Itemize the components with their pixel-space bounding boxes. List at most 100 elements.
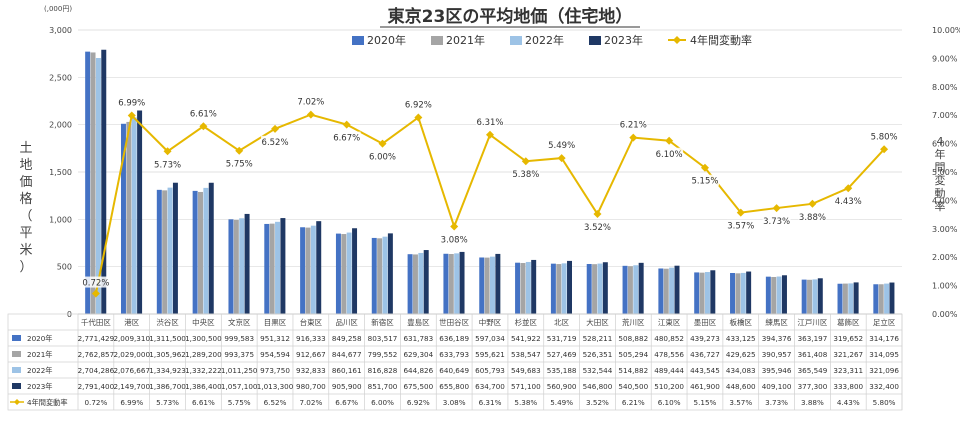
bar-2023年-目黒区 bbox=[280, 218, 286, 314]
table-cell: 434,083 bbox=[726, 366, 756, 375]
y-tick-label: 1,000 bbox=[49, 215, 72, 224]
legend-label: 4年間変動率 bbox=[690, 33, 752, 47]
bar-2023年-墨田区 bbox=[710, 270, 716, 314]
table-cell: 636,189 bbox=[439, 334, 469, 343]
table-row-swatch bbox=[12, 383, 21, 389]
change-rate-marker bbox=[521, 157, 530, 166]
table-row-name: 4年間変動率 bbox=[27, 398, 68, 407]
table-cell: 5.49% bbox=[550, 398, 573, 407]
table-cell: 514,882 bbox=[618, 366, 648, 375]
change-rate-label-bg bbox=[368, 150, 397, 162]
legend-swatch bbox=[352, 36, 364, 45]
category-label: 中央区 bbox=[192, 317, 215, 327]
bar-2023年-港区 bbox=[137, 110, 143, 315]
category-label: 北区 bbox=[554, 318, 569, 327]
y2-tick-label: 5.00% bbox=[932, 168, 958, 177]
bar-2023年-大田区 bbox=[602, 262, 608, 314]
table-cell: 644,826 bbox=[403, 366, 433, 375]
table-cell: 3.57% bbox=[729, 398, 752, 407]
bar-2020年-葛飾区 bbox=[837, 283, 843, 314]
legend-label: 2020年 bbox=[367, 33, 406, 47]
table-row-name: 2021年 bbox=[27, 350, 52, 359]
y-axis-label: 土地価格（平米） bbox=[19, 141, 32, 275]
bar-2021年-葛飾区 bbox=[842, 283, 848, 314]
category-label: 世田谷区 bbox=[439, 317, 469, 327]
bar-2023年-足立区 bbox=[889, 282, 895, 314]
change-rate-marker bbox=[844, 184, 853, 193]
table-cell: 860,161 bbox=[332, 366, 362, 375]
bar-2020年-足立区 bbox=[873, 284, 879, 314]
table-cell: 377,300 bbox=[798, 382, 828, 391]
table-cell: 3.73% bbox=[765, 398, 788, 407]
change-rate-marker bbox=[378, 139, 387, 148]
y-tick-label: 500 bbox=[57, 263, 72, 272]
category-label: 荒川区 bbox=[622, 317, 645, 327]
table-cell: 538,547 bbox=[511, 350, 541, 359]
change-rate-marker bbox=[271, 124, 280, 133]
table-cell: 5.15% bbox=[694, 398, 717, 407]
change-rate-label-bg bbox=[117, 96, 146, 108]
legend-swatch bbox=[510, 36, 522, 45]
bar-2021年-北区 bbox=[556, 264, 562, 314]
table-cell: 6.92% bbox=[407, 398, 430, 407]
change-rate-marker bbox=[736, 208, 745, 217]
bar-2020年-文京区 bbox=[228, 219, 234, 314]
table-cell: 395,946 bbox=[762, 366, 792, 375]
bar-2020年-練馬区 bbox=[765, 276, 771, 314]
table-cell: 394,376 bbox=[762, 334, 792, 343]
bar-2021年-江東区 bbox=[663, 268, 669, 314]
change-rate-label: 5.38% bbox=[512, 170, 539, 180]
change-rate-marker bbox=[486, 130, 494, 139]
bar-2023年-練馬区 bbox=[781, 275, 787, 314]
change-rate-label: 6.00% bbox=[369, 153, 396, 163]
table-cell: 799,552 bbox=[368, 350, 398, 359]
change-rate-label-bg bbox=[153, 158, 182, 170]
change-rate-label: 0.72% bbox=[82, 279, 109, 289]
bar-2020年-荒川区 bbox=[622, 265, 628, 314]
table-cell: 2,704,286 bbox=[78, 366, 115, 375]
table-cell: 5.80% bbox=[873, 398, 896, 407]
bar-2021年-目黒区 bbox=[269, 223, 275, 314]
bar-2021年-台東区 bbox=[305, 227, 311, 314]
change-rate-label-bg bbox=[583, 221, 612, 233]
category-label: 江戸川区 bbox=[797, 318, 827, 327]
table-cell: 478,556 bbox=[654, 350, 684, 359]
category-label: 墨田区 bbox=[694, 318, 717, 327]
change-rate-label-bg bbox=[296, 95, 325, 107]
category-label: 文京区 bbox=[228, 317, 251, 327]
bar-2020年-中野区 bbox=[479, 257, 485, 314]
bar-2020年-北区 bbox=[550, 263, 556, 314]
bar-2020年-世田谷区 bbox=[443, 253, 449, 314]
bar-2020年-杉並区 bbox=[515, 262, 521, 314]
category-label: 板橋区 bbox=[730, 317, 753, 327]
table-cell: 905,900 bbox=[332, 382, 362, 391]
bar-2022年-目黒区 bbox=[275, 221, 281, 314]
bar-2020年-江東区 bbox=[658, 268, 664, 314]
change-rate-label-bg bbox=[547, 139, 576, 151]
category-label: 目黒区 bbox=[264, 318, 287, 327]
bar-2022年-練馬区 bbox=[776, 276, 782, 314]
y-axis-unit: (,000円) bbox=[44, 5, 72, 13]
table-row-swatch-marker bbox=[14, 399, 20, 405]
change-rate-marker bbox=[629, 133, 638, 142]
change-rate-marker bbox=[665, 136, 674, 145]
table-cell: 844,677 bbox=[332, 350, 362, 359]
bar-2023年-江東区 bbox=[674, 265, 680, 314]
category-label: 練馬区 bbox=[765, 317, 788, 327]
category-label: 足立区 bbox=[873, 317, 896, 327]
bar-2022年-港区 bbox=[131, 117, 137, 314]
table-cell: 999,583 bbox=[224, 334, 254, 343]
table-cell: 2,771,429 bbox=[78, 334, 115, 343]
table-cell: 361,408 bbox=[798, 350, 828, 359]
axes-layer: 0 500 1,000 1,500 2,000 2,500 3,000 0.00% 1.00% 2… bbox=[19, 26, 960, 319]
change-rate-marker bbox=[91, 289, 100, 298]
bar-2021年-中央区 bbox=[198, 191, 203, 314]
change-rate-label: 6.92% bbox=[405, 100, 432, 110]
change-rate-label-bg bbox=[655, 147, 684, 159]
bar-2022年-品川区 bbox=[346, 232, 352, 314]
change-rate-label-bg bbox=[261, 135, 290, 147]
change-rate-label-bg bbox=[404, 98, 433, 110]
change-rate-label-bg bbox=[798, 210, 827, 222]
bar-2020年-品川区 bbox=[335, 233, 341, 314]
bar-2021年-板橋区 bbox=[735, 273, 741, 314]
